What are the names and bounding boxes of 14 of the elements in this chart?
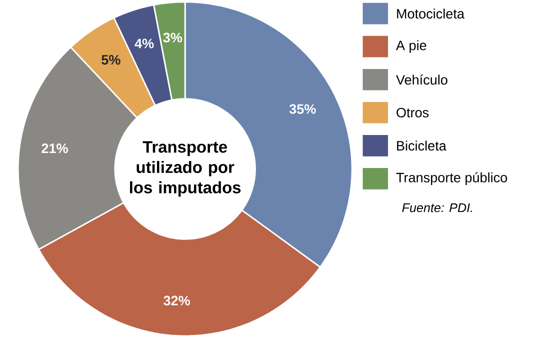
legend-label: Motocicleta bbox=[397, 8, 464, 19]
legend-label: Vehículo bbox=[396, 74, 448, 85]
source-note: Fuente: PDI. bbox=[402, 203, 472, 212]
data-label: 35% bbox=[289, 104, 316, 114]
data-label: 3% bbox=[163, 32, 182, 42]
legend-label: Otros bbox=[396, 108, 429, 118]
data-label: 4% bbox=[134, 38, 154, 48]
text: Transporte utilizado por los imputados bbox=[130, 141, 241, 197]
data-label: 21% bbox=[42, 144, 68, 154]
data-label: 32% bbox=[164, 296, 190, 306]
legend-label: Transporte público bbox=[396, 172, 508, 186]
legend-label: A pie bbox=[396, 40, 426, 53]
data-label: 5% bbox=[102, 55, 120, 65]
legend-label: Bicicleta bbox=[397, 140, 446, 151]
